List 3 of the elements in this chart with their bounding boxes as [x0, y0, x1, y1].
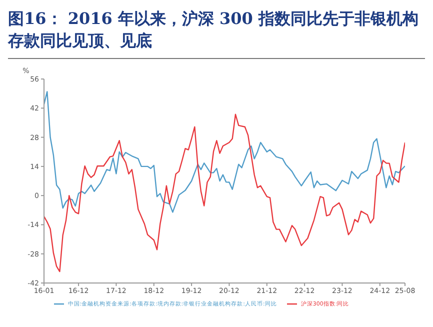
chart-title: 图16： 2016 年以来，沪深 300 指数同比先于非银机构存款同比见顶、见底: [8, 8, 425, 59]
line-series: [44, 114, 405, 272]
line-series: [44, 91, 405, 213]
